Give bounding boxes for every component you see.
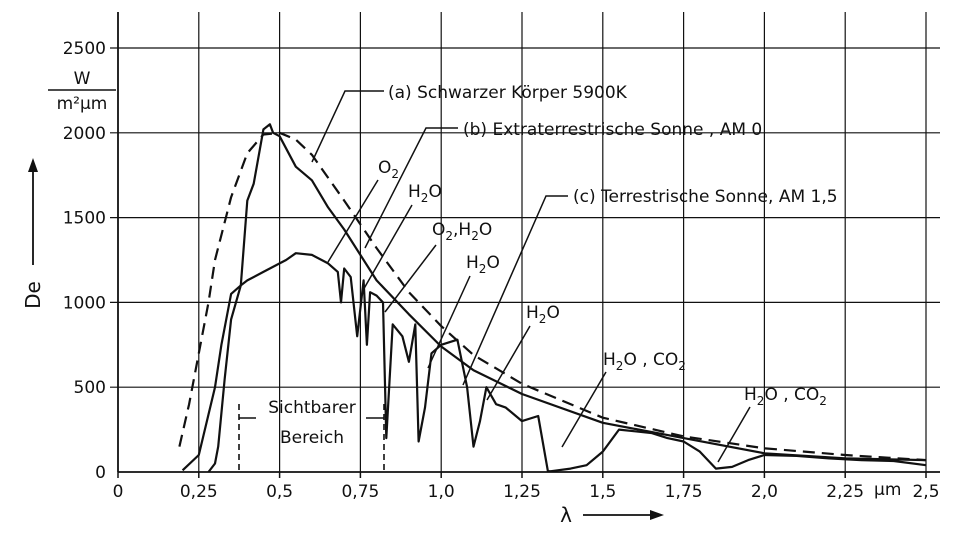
annotation-part: H bbox=[408, 182, 421, 202]
annotation-part: 2 bbox=[421, 191, 429, 205]
annotation-part: 2 bbox=[479, 262, 487, 276]
annotation-part: O bbox=[432, 220, 445, 240]
y-tick-label: 1500 bbox=[63, 209, 106, 229]
axes bbox=[117, 12, 940, 478]
y-tick-label: 0 bbox=[95, 463, 106, 483]
annotation-part: H bbox=[466, 253, 479, 273]
annotation-part: 2 bbox=[539, 312, 547, 326]
leader-line bbox=[327, 179, 379, 263]
annotation-part: ,H bbox=[453, 220, 471, 240]
annotation-part: 2 bbox=[391, 167, 399, 181]
series-line-a bbox=[178, 131, 927, 462]
y-axis-title: De bbox=[21, 281, 45, 309]
x-tick-label: 0,5 bbox=[266, 482, 293, 502]
annotation-o2h2o: O2,H2O bbox=[432, 220, 492, 243]
series-line-b bbox=[181, 123, 927, 472]
x-tick-label: 2,25 bbox=[826, 482, 864, 502]
x-tick-label: 1,75 bbox=[665, 482, 703, 502]
series-lines bbox=[178, 123, 927, 473]
annotation-part: O , CO bbox=[623, 350, 678, 370]
annotation-h2o-2: H2O bbox=[466, 253, 500, 276]
leader-line bbox=[364, 127, 458, 249]
series-label-c: (c) Terrestrische Sonne, AM 1,5 bbox=[573, 187, 838, 207]
leader-line bbox=[361, 204, 413, 293]
y-unit-denominator: m²µm bbox=[57, 94, 108, 114]
leader-line bbox=[462, 195, 568, 386]
series-label-a: (a) Schwarzer Körper 5900K bbox=[388, 83, 628, 103]
annotation-part: 2 bbox=[757, 394, 765, 408]
annotation-leaders bbox=[311, 90, 751, 463]
annotation-o2: O2 bbox=[378, 158, 399, 181]
x-unit-label: µm bbox=[874, 480, 901, 500]
leader-line bbox=[384, 244, 437, 313]
y-tick-label: 500 bbox=[74, 378, 106, 398]
y-tick-label: 2500 bbox=[63, 39, 106, 59]
annotation-part: H bbox=[603, 350, 616, 370]
y-unit-numerator: W bbox=[74, 69, 91, 89]
x-tick-label: 0 bbox=[113, 482, 124, 502]
annotation-part: O bbox=[546, 303, 559, 323]
y-tick-labels: 0 500 1000 1500 2000 2500 bbox=[63, 39, 106, 483]
annotation-h2oco2-1: H2O , CO2 bbox=[603, 350, 686, 373]
y-tick-label: 1000 bbox=[63, 293, 106, 313]
annotation-h2oco2-2: H2O , CO2 bbox=[744, 385, 827, 408]
annotation-part: H bbox=[744, 385, 757, 405]
x-axis-title: λ bbox=[560, 503, 572, 527]
leader-line bbox=[486, 325, 531, 401]
x-tick-label: 1,5 bbox=[589, 482, 616, 502]
grid-lines bbox=[110, 12, 940, 472]
annotation-part: 2 bbox=[471, 229, 479, 243]
annotation-part: 2 bbox=[819, 394, 827, 408]
annotation-h2o-1: H2O bbox=[408, 182, 442, 205]
annotation-h2o-3: H2O bbox=[526, 303, 560, 326]
x-tick-label: 0,75 bbox=[341, 482, 379, 502]
visible-range-label-line1: Sichtbarer bbox=[268, 398, 356, 418]
x-tick-label: 2,5 bbox=[912, 482, 939, 502]
y-axis-arrowhead bbox=[28, 158, 38, 172]
annotation-part: O bbox=[486, 253, 499, 273]
x-tick-labels: 0 0,25 0,5 0,75 1,0 1,25 1,5 1,75 2,0 2,25 2,5 bbox=[113, 482, 940, 502]
annotation-part: O bbox=[479, 220, 492, 240]
x-tick-label: 1,0 bbox=[428, 482, 455, 502]
visible-range-label-line2: Bereich bbox=[280, 428, 344, 448]
annotation-part: O , CO bbox=[764, 385, 819, 405]
x-tick-label: 1,25 bbox=[503, 482, 541, 502]
annotation-part: 2 bbox=[678, 359, 686, 373]
leader-line bbox=[561, 371, 607, 448]
leader-line bbox=[717, 406, 751, 463]
annotation-part: 2 bbox=[445, 229, 453, 243]
series-label-b: (b) Extraterrestrische Sonne , AM 0 bbox=[463, 120, 762, 140]
x-tick-label: 2,0 bbox=[751, 482, 778, 502]
annotation-part: H bbox=[526, 303, 539, 323]
series-line-c bbox=[207, 252, 927, 473]
leader-line bbox=[427, 275, 471, 369]
x-tick-label: 0,25 bbox=[180, 482, 218, 502]
annotation-part: 2 bbox=[616, 359, 624, 373]
annotation-part: O bbox=[378, 158, 391, 178]
x-axis-arrowhead bbox=[650, 510, 664, 520]
y-tick-label: 2000 bbox=[63, 124, 106, 144]
annotation-part: O bbox=[428, 182, 441, 202]
leader-line bbox=[311, 90, 384, 163]
